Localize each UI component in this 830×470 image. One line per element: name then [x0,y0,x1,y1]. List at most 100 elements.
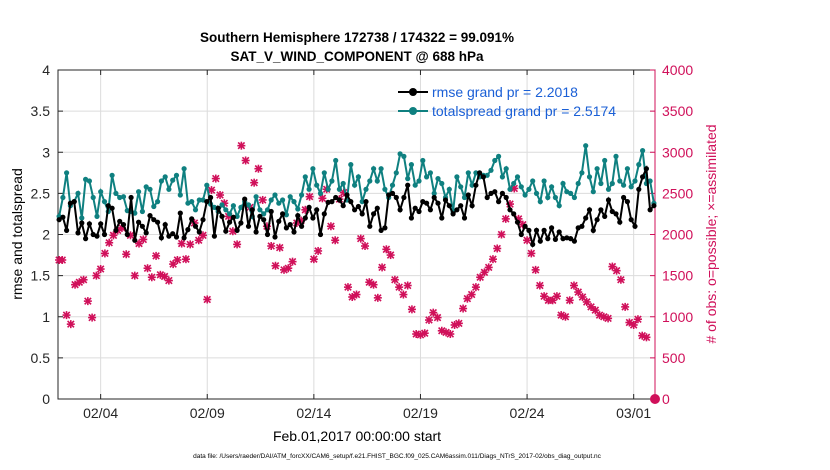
totalspread-point [245,202,252,208]
obs-marker [331,236,340,245]
rmse-point [287,222,293,228]
totalspread-point [170,177,176,183]
obs-marker [399,290,408,299]
rmse-point [439,215,445,221]
rmse-point [185,227,191,233]
totalspread-point [257,207,263,213]
obs-marker [569,281,578,290]
rmse-point [333,194,339,201]
rmse-point [545,236,551,242]
obs-marker [561,312,570,321]
rmse-point [393,194,399,201]
obs-marker [403,281,412,290]
totalspread-point [355,174,361,180]
obs-marker [535,281,544,290]
rmse-point [151,217,157,223]
totalspread-point [276,200,282,206]
rmse-point [533,227,540,233]
totalspread-point [533,190,540,196]
rmse-point [83,236,89,242]
rmse-point [507,207,513,213]
y-right-tick-label: 500 [662,350,686,366]
totalspread-point [359,199,365,205]
totalspread-point [427,170,433,176]
rmse-point [261,217,267,223]
obs-marker [271,261,280,270]
obs-marker [531,265,540,274]
x-tick-label: 02/09 [190,405,225,421]
rmse-point [272,234,278,240]
rmse-point [196,229,202,235]
rmse-point [374,205,380,211]
totalspread-point [469,182,475,188]
totalspread-point [268,197,274,203]
obs-marker [501,214,510,223]
totalspread-point [374,178,380,184]
rmse-point [435,200,441,206]
rmse-point [113,227,119,233]
obs-marker [540,292,549,301]
totalspread-point [465,170,471,176]
totalspread-point [446,186,452,192]
totalspread-point [560,180,566,187]
rmse-point [424,200,430,206]
rmse-point [192,223,199,229]
rmse-point [79,220,85,226]
x-tick-label: 02/04 [83,405,118,421]
rmse-point [189,216,195,222]
y-left-tick-label: 2.5 [31,185,51,201]
y-right-tick-label: 2000 [662,227,693,243]
totalspread-point [575,180,581,187]
rmse-point [166,233,172,239]
rmse-point [234,227,240,233]
obs-marker [386,251,395,260]
obs-marker [493,244,502,253]
rmse-point [170,231,176,237]
rmse-point [579,223,585,229]
rmse-point [367,223,373,229]
totalspread-point [389,182,396,188]
totalspread-point [537,199,543,205]
rmse-point [280,211,286,217]
obs-marker [211,174,220,183]
totalspread-point [549,184,555,190]
rmse-point [344,192,350,198]
rmse-point [340,203,346,209]
obs-marker [83,297,92,306]
rmse-point [215,205,221,211]
obs-marker [143,264,152,273]
obs-marker [267,242,276,251]
totalspread-point [412,182,418,188]
rmse-point [352,207,358,213]
totalspread-point [113,190,119,196]
rmse-point [363,199,369,205]
obs-marker [578,293,587,302]
obs-marker [96,265,105,274]
footer-data-file: data file: /Users/raeder/DAI/ATM_forcXX/… [193,453,602,460]
obs-marker [352,290,361,299]
rmse-point [405,182,411,188]
totalspread-point [227,211,233,217]
obs-marker [92,271,101,280]
totalspread-point [204,182,210,188]
totalspread-point [367,178,373,184]
obs-marker [612,266,621,275]
rmse-point [223,228,229,234]
obs-marker [173,255,182,264]
rmse-point [306,204,312,210]
rmse-point [257,213,263,219]
totalspread-point [333,157,339,164]
rmse-point [594,217,600,223]
rmse-point [136,219,142,225]
totalspread-point [120,194,127,200]
obs-marker [305,192,314,201]
obs-marker [66,320,75,329]
rmse-point [158,235,164,241]
y-left-tick-label: 0.5 [31,350,51,366]
obs-marker [621,302,630,311]
plot-area: 02/04 02/09 02/14 02/19 02/24 03/01 0 0.5 1 1.5 2 2… [31,62,694,421]
rmse-point [208,194,214,201]
totalspread-point [416,178,422,184]
obs-marker [275,243,284,252]
totalspread-point [530,178,536,184]
